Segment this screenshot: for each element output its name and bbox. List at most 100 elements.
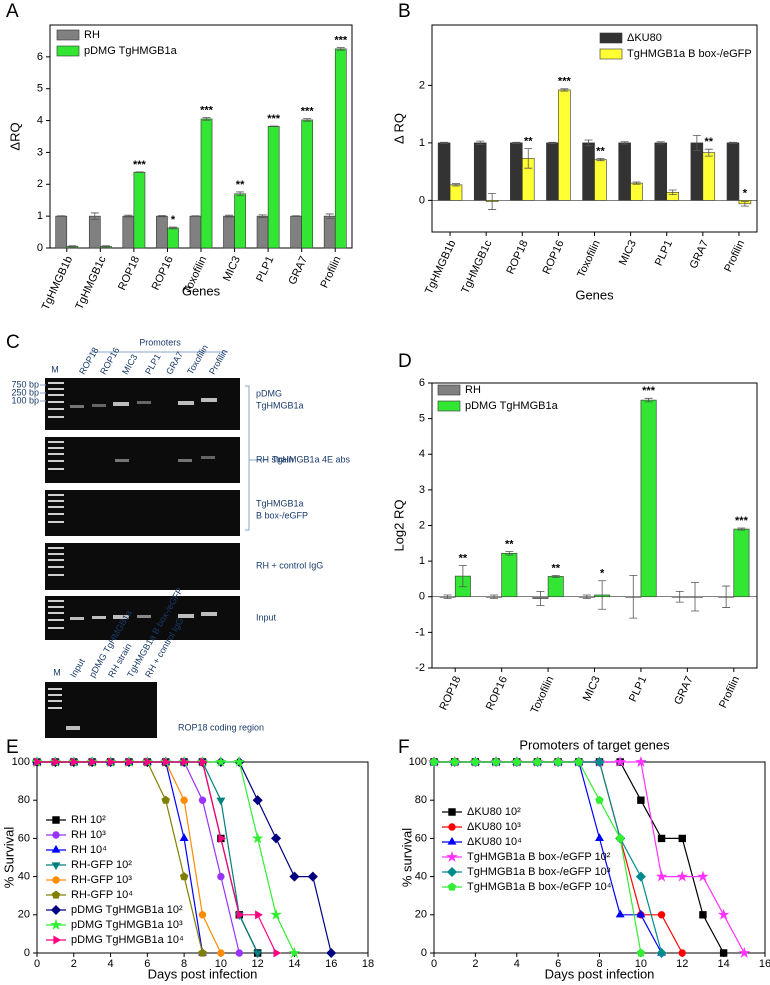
y-tick-label: 2 (419, 79, 425, 91)
error-bar (728, 141, 737, 144)
marker (198, 911, 207, 919)
error-bar (704, 148, 713, 157)
legend-label: RH (465, 384, 481, 396)
marker (615, 833, 625, 843)
error-bar (57, 215, 66, 217)
legend-label: RH-GFP 10⁴ (71, 889, 133, 901)
y-tick-label: 3 (419, 484, 425, 496)
significance: ** (459, 552, 468, 564)
marker (126, 757, 135, 767)
bar (630, 182, 643, 201)
legend-swatch (56, 45, 80, 57)
error-bar (336, 47, 345, 51)
significance: ** (524, 136, 533, 148)
y-axis-label: % survival (399, 828, 414, 887)
antibody-label: TgHMGB1a 4E abs (272, 454, 351, 464)
marker (657, 911, 666, 919)
legend-label: RH 10³ (71, 829, 106, 841)
x-tick-label: 18 (362, 958, 374, 970)
bar (640, 399, 657, 598)
legend-label: pDMG TgHMGB1a (465, 400, 559, 412)
size-pointers (40, 384, 46, 402)
marker (699, 911, 707, 919)
lane-label: GRA7 (164, 350, 185, 376)
significance: *** (334, 35, 348, 47)
marker (51, 844, 61, 853)
legend-label: RH (84, 29, 100, 41)
y-axis-label: Log2 RQ (391, 499, 406, 551)
marker (636, 909, 646, 918)
error-bar (675, 591, 684, 603)
x-tick-label: PLP1 (627, 674, 649, 703)
x-tick-label: Toxofilin (529, 674, 557, 715)
row-label: pDMG (256, 388, 282, 398)
y-tick-label: 40 (18, 871, 30, 883)
error-bar (551, 574, 560, 578)
panel-letter: D (398, 351, 412, 372)
gel (45, 543, 240, 590)
bar (290, 215, 302, 249)
x-tick-label: 14 (288, 958, 300, 970)
row-label: RH strain (256, 454, 294, 464)
bar (156, 215, 168, 249)
bar (122, 215, 135, 249)
error-bar (488, 193, 497, 210)
bar (189, 215, 202, 249)
x-tick-label: 12 (252, 958, 264, 970)
marker (89, 757, 98, 767)
panel-letter: F (398, 737, 410, 758)
y-tick-label: 2 (419, 519, 425, 531)
marker (326, 947, 337, 959)
error-bar (236, 191, 245, 197)
marker (273, 948, 282, 958)
marker (235, 949, 243, 957)
marker (719, 949, 728, 957)
error-bar (90, 212, 99, 220)
lane-label: ROP16 (98, 346, 121, 377)
significance: * (171, 214, 176, 226)
bar (449, 184, 463, 201)
error-bar (452, 183, 461, 187)
legend-swatch (56, 29, 80, 41)
marker (50, 918, 62, 930)
marker (179, 833, 189, 841)
x-tick-label: MIC3 (617, 238, 639, 267)
marker (216, 797, 226, 806)
marker (657, 834, 666, 843)
y-axis-label: Δ RQ (391, 113, 406, 144)
legend-swatch (599, 32, 623, 44)
x-tick-label: 4 (107, 958, 113, 970)
x-axis-label: Promoters of target genes (519, 737, 670, 752)
x-tick-label: 6 (555, 958, 561, 970)
marker (50, 904, 62, 916)
marker (52, 831, 60, 839)
marker (717, 908, 730, 920)
x-tick-label: Profilin (722, 238, 747, 274)
x-tick-label: 8 (596, 958, 602, 970)
ladder (48, 382, 64, 709)
legend-label: ΔKU80 10² (467, 806, 521, 818)
y-tick-label: 0 (419, 591, 425, 603)
y-tick-label: 80 (415, 794, 427, 806)
marker (676, 870, 688, 882)
marker (636, 948, 646, 957)
error-bar (191, 215, 200, 217)
x-tick-label: ROP18 (437, 674, 463, 712)
y-tick-label: 20 (18, 909, 30, 921)
y-tick-label: 4 (419, 448, 425, 460)
size-marker: 750 bp (11, 379, 39, 389)
error-bar (292, 215, 301, 217)
legend-label: TgHMGB1a B box-/eGFP 10⁴ (467, 881, 612, 893)
error-bar (68, 245, 77, 248)
x-tick-label: 2 (472, 958, 478, 970)
marker (533, 757, 542, 766)
marker (179, 872, 189, 881)
plot-frame (431, 382, 758, 669)
marker (595, 795, 604, 804)
significance: ** (236, 179, 245, 191)
significance: *** (642, 385, 656, 397)
gel (45, 490, 240, 536)
marker (180, 796, 188, 804)
x-tick-label: 12 (676, 958, 688, 970)
marker (218, 833, 227, 843)
